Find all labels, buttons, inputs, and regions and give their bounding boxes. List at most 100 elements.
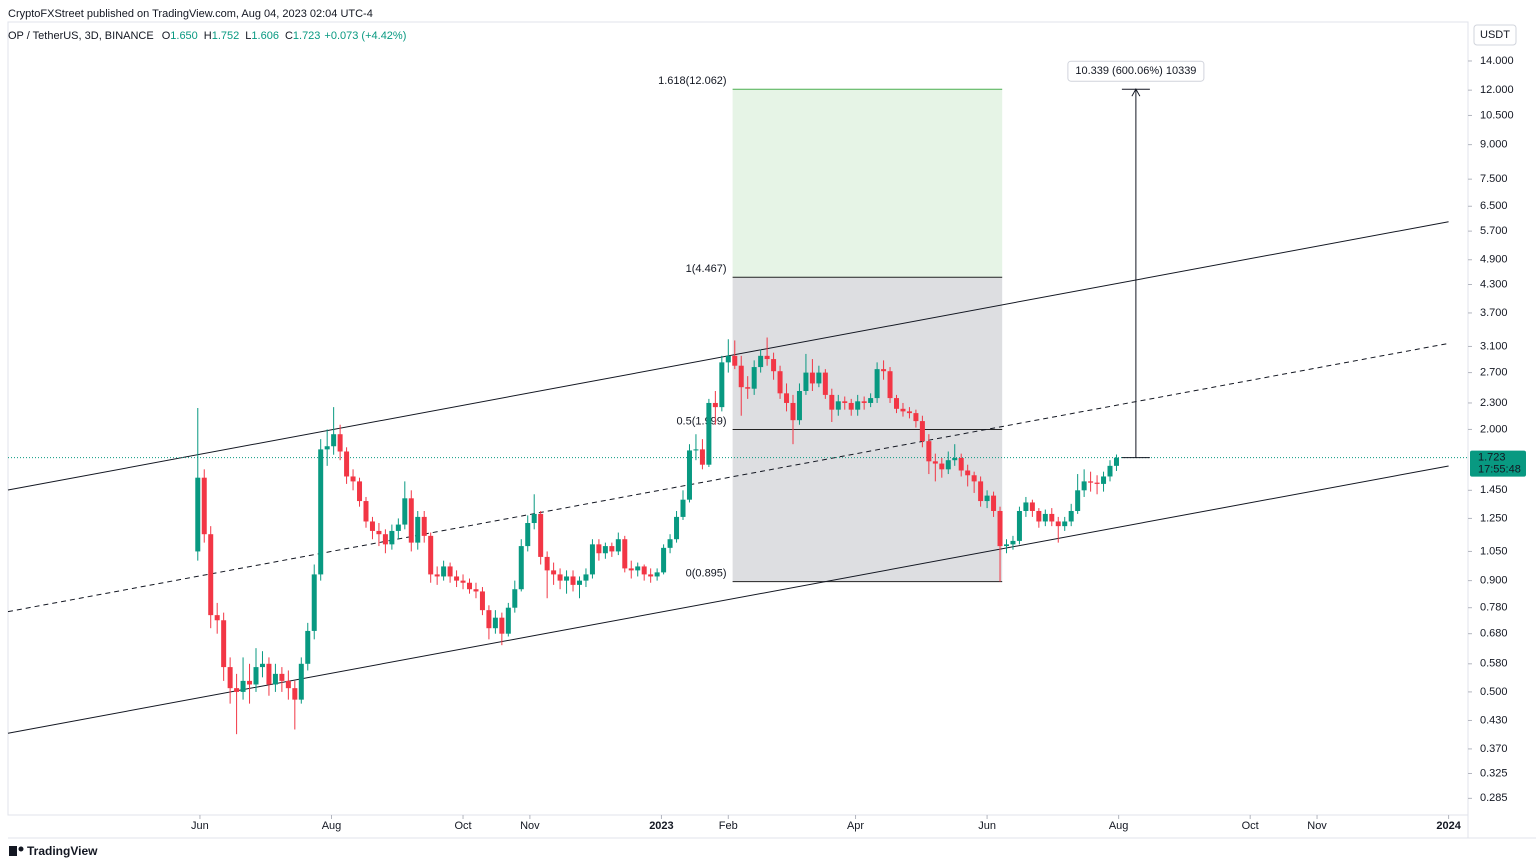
measure-label: 10.339 (600.06%) 10339 — [1075, 65, 1196, 77]
candle-body — [939, 463, 945, 470]
candle-body — [201, 477, 207, 535]
y-tick-label: 0.780 — [1480, 602, 1508, 614]
candle-body — [505, 607, 511, 634]
candle-body — [881, 369, 887, 372]
candle-body — [428, 535, 434, 575]
x-tick-label: Aug — [322, 820, 342, 832]
ohlc-value: 1.723 — [293, 30, 321, 42]
y-tick-label: 3.100 — [1480, 340, 1508, 352]
candle-body — [648, 574, 654, 577]
candle-body — [531, 513, 537, 524]
candle-body — [1101, 476, 1107, 484]
candle-body — [686, 450, 692, 500]
y-tick-label: 2.300 — [1480, 397, 1508, 409]
channel-line — [7, 342, 1449, 613]
candle-body — [622, 539, 628, 569]
candle-body — [253, 667, 259, 685]
candle-body — [564, 576, 570, 581]
x-tick-label: Oct — [454, 820, 471, 832]
candle-body — [706, 402, 712, 465]
candle-body — [1075, 490, 1081, 511]
candle-body — [764, 355, 770, 360]
candle-body — [602, 546, 608, 554]
candle-body — [331, 434, 337, 447]
candle-body — [771, 359, 777, 372]
candle-body — [855, 401, 861, 410]
candle-body — [473, 589, 479, 592]
candle-body — [751, 367, 757, 389]
candle-body — [1107, 465, 1113, 477]
candle-body — [894, 398, 900, 409]
candle-body — [635, 566, 641, 571]
x-tick-label: Aug — [1109, 820, 1129, 832]
candle-body — [512, 589, 518, 608]
x-tick-label: Jun — [978, 820, 996, 832]
fib-label: 1(4.467) — [686, 263, 727, 275]
candle-body — [900, 408, 906, 412]
candle-body — [357, 481, 363, 502]
candle-body — [816, 372, 822, 384]
measure-label-box — [1067, 60, 1205, 82]
candle-body — [576, 580, 582, 585]
candle-body — [1088, 481, 1094, 483]
symbol-legend: OP / TetherUS, 3D, BINANCE O1.650 H1.752 L1… — [8, 30, 406, 42]
candle-body — [958, 457, 964, 471]
y-tick-label: 7.500 — [1480, 173, 1508, 185]
candle-body — [674, 516, 680, 540]
candle-body — [298, 663, 304, 700]
x-tick-label: Jun — [191, 820, 209, 832]
candle-body — [861, 401, 867, 403]
y-tick-label: 5.700 — [1480, 225, 1508, 237]
ohlc-key: O — [162, 30, 171, 42]
candle-body — [441, 566, 447, 577]
candle-body — [1062, 521, 1068, 527]
candle-body — [1042, 513, 1048, 522]
candle-body — [1010, 540, 1016, 545]
currency: USDT — [1480, 29, 1510, 41]
fib-zone — [732, 429, 1003, 582]
candle-body — [822, 372, 828, 395]
candle-body — [790, 402, 796, 421]
candle-body — [991, 495, 997, 511]
y-tick-label: 0.430 — [1480, 714, 1508, 726]
candle-body — [906, 411, 912, 414]
ohlc-key: H — [204, 30, 212, 42]
y-tick-label: 12.000 — [1480, 84, 1514, 96]
candle-body — [311, 574, 317, 631]
candle-body — [395, 524, 401, 531]
brand: TradingView — [27, 844, 98, 858]
candle-body — [680, 499, 686, 517]
candle-body — [712, 402, 718, 408]
candle-body — [997, 510, 1003, 547]
currency-badge[interactable] — [1473, 24, 1517, 46]
candle-body — [1016, 510, 1022, 541]
candle-body — [486, 610, 492, 629]
candle-body — [467, 582, 473, 590]
candle-body — [1068, 510, 1074, 522]
candle-body — [492, 617, 498, 629]
candle-body — [195, 477, 201, 552]
candle-body — [809, 372, 815, 384]
price-badge-price: 1.723 — [1478, 452, 1506, 464]
candle-body — [641, 566, 647, 575]
ohlc-key: L — [245, 30, 251, 42]
x-tick-label: 2024 — [1436, 820, 1461, 832]
candle-body — [227, 667, 233, 689]
candle-body — [829, 394, 835, 410]
candle-body — [285, 680, 291, 689]
candle-body — [518, 546, 524, 590]
candle-body — [609, 546, 615, 552]
x-tick-label: Nov — [1307, 820, 1327, 832]
fib-zone — [732, 89, 1003, 278]
candle-body — [661, 547, 667, 573]
candle-body — [363, 501, 369, 522]
candle-body — [699, 449, 705, 465]
candle-body — [887, 371, 893, 399]
y-tick-label: 6.500 — [1480, 200, 1508, 212]
candle-body — [499, 617, 505, 634]
x-tick-label: 2023 — [649, 820, 673, 832]
candle-body — [738, 365, 744, 388]
candle-body — [272, 673, 278, 685]
candle-body — [1049, 513, 1055, 522]
candle-body — [913, 413, 919, 422]
